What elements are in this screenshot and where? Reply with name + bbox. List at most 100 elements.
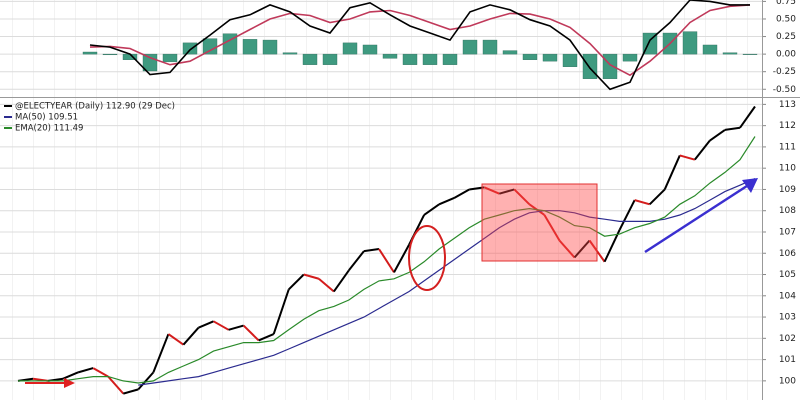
price-segment — [318, 278, 335, 293]
y-tick-label: -0.50 — [773, 85, 797, 95]
start-arrow-head — [64, 378, 75, 388]
histogram-bar — [322, 53, 338, 65]
histogram-bar — [402, 53, 418, 65]
price-segment — [107, 375, 125, 395]
y-tick-label: 101 — [779, 355, 796, 365]
price-segment — [724, 126, 741, 131]
price-segment — [709, 129, 726, 142]
price-segment — [573, 239, 591, 259]
histogram-bar — [382, 53, 398, 59]
y-tick-label: 106 — [779, 249, 796, 259]
price-segment — [137, 371, 155, 391]
price-segment — [453, 188, 470, 199]
price-segment — [603, 229, 621, 263]
histogram-bar — [562, 53, 578, 67]
y-tick-label: 110 — [779, 164, 796, 174]
price-segment — [303, 273, 320, 280]
histogram-bar — [302, 53, 318, 65]
y-tick-label: 105 — [779, 270, 796, 280]
series-line — [138, 178, 756, 386]
y-tick-label: 112 — [779, 121, 796, 131]
price-segment — [123, 388, 139, 395]
histogram-bar — [342, 42, 358, 55]
price-segment — [348, 250, 365, 271]
histogram-bar — [362, 44, 378, 55]
histogram-bar — [622, 53, 638, 62]
price-segment — [152, 333, 170, 373]
series-line — [89, 4, 751, 77]
price-segment — [272, 289, 290, 335]
series-line — [18, 136, 756, 384]
price-segment — [288, 273, 305, 291]
price-segment — [92, 367, 109, 378]
histogram-bar — [202, 38, 218, 55]
price-segment — [423, 203, 440, 216]
highlight-box — [481, 183, 598, 262]
y-tick-label: 0.75 — [776, 0, 796, 7]
series-line — [89, 0, 750, 91]
price-segment — [378, 248, 395, 273]
y-tick-label: 0.50 — [776, 14, 796, 24]
price-segment — [198, 320, 214, 329]
price-segment — [363, 248, 380, 253]
price-segment — [333, 269, 350, 293]
histogram-bar — [162, 53, 178, 63]
legend: @ELECTYEAR (Daily) 112.90 (29 Dec)MA(50)… — [4, 102, 175, 134]
y-tick-label: 0.25 — [776, 32, 796, 42]
histogram-bar — [582, 53, 598, 79]
price-segment — [739, 105, 756, 129]
price-segment — [438, 197, 455, 206]
y-tick-label: -0.25 — [773, 67, 796, 77]
price-segment — [258, 333, 275, 342]
trend-arrow-head — [742, 178, 758, 193]
legend-label: MA(50) 109.51 — [15, 113, 78, 123]
histogram-bar — [522, 53, 538, 60]
circle-annotation — [408, 225, 446, 291]
price-segment — [634, 199, 650, 206]
legend-label: @ELECTYEAR (Daily) 112.90 (29 Dec) — [15, 102, 175, 112]
price-segment — [77, 367, 94, 374]
histogram-bar — [682, 31, 698, 55]
price-segment — [242, 324, 260, 342]
y-tick-label: 103 — [779, 313, 796, 323]
y-tick-label: 107 — [779, 227, 796, 237]
histogram-bar — [102, 53, 118, 56]
y-tick-label: 113 — [779, 100, 796, 110]
trend-arrow — [644, 182, 751, 254]
histogram-bar — [82, 51, 98, 55]
histogram-bar — [262, 39, 278, 55]
price-segment — [558, 239, 576, 259]
price-segment — [649, 188, 666, 206]
price-segment — [663, 155, 681, 190]
price-segment — [499, 188, 515, 195]
price-segment — [182, 327, 200, 346]
y-tick-label: 111 — [779, 142, 796, 152]
y-tick-label: 109 — [779, 185, 796, 195]
histogram-bar — [502, 50, 518, 55]
histogram-bar — [242, 39, 258, 55]
histogram-bar — [282, 52, 298, 55]
bottom-panel-grid — [0, 98, 762, 400]
y-tick-label: 100 — [779, 376, 796, 386]
price-segment — [618, 199, 636, 231]
price-segment — [513, 188, 531, 206]
y-tick-label: 108 — [779, 206, 796, 216]
price-segment — [483, 186, 500, 195]
price-segment — [679, 154, 696, 161]
y-tick-label: 102 — [779, 334, 796, 344]
price-segment — [228, 324, 244, 331]
y-tick-label: 104 — [779, 291, 796, 301]
histogram-bar — [702, 44, 718, 55]
histogram-bar — [542, 53, 558, 62]
histogram-bar — [742, 53, 758, 55]
histogram-bar — [462, 39, 478, 55]
y-tick-label: 0.00 — [776, 50, 796, 60]
price-segment — [62, 371, 79, 380]
histogram-bar — [422, 53, 438, 65]
histogram-bar — [722, 52, 738, 55]
histogram-bar — [482, 39, 498, 55]
histogram-bar — [182, 42, 198, 55]
legend-label: EMA(20) 111.49 — [15, 124, 83, 134]
price-segment — [694, 139, 711, 161]
